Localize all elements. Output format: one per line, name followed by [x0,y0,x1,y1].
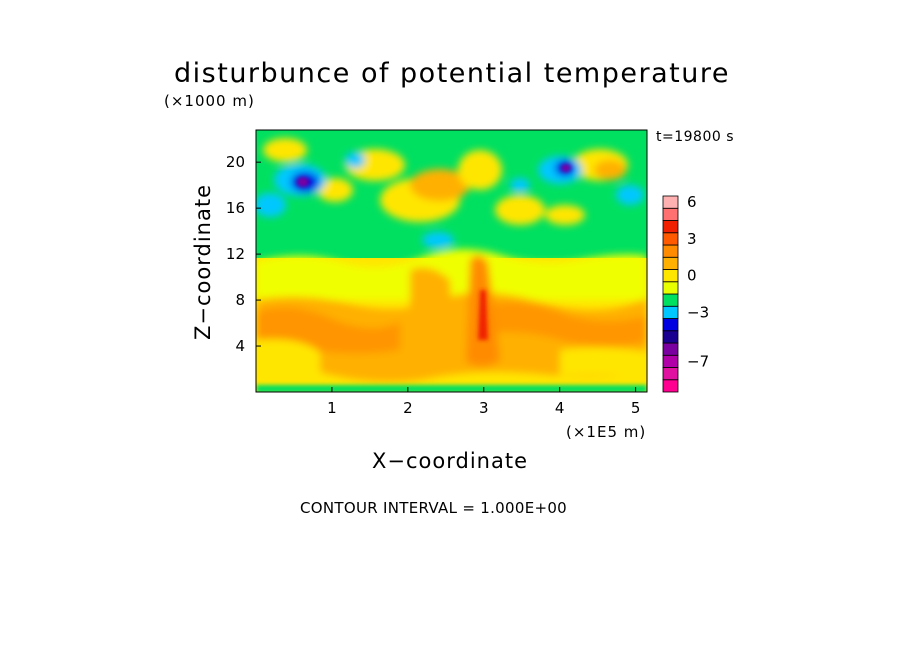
x-tick-label: 4 [555,399,565,417]
colorbar-segment [662,281,679,295]
colorbar-segment [662,318,679,332]
colorbar-segment [662,256,679,270]
colorbar-segment [662,207,679,221]
chart-title: disturbunce of potential temperature [174,58,730,89]
colorbar-label: −3 [687,303,709,321]
colorbar-segment [662,220,679,234]
colorbar-segment [662,342,679,356]
colorbar-segment [662,305,679,319]
y-tick-label: 8 [235,291,245,309]
contour-interval-label: CONTOUR INTERVAL = 1.000E+00 [300,499,568,517]
colorbar-segment [662,293,679,307]
z-axis-unit: (×1000 m) [164,92,255,110]
colorbar-label: −7 [687,352,709,370]
plot-frame [255,129,648,393]
x-tick-label: 2 [403,399,413,417]
colorbar-segment [662,195,679,209]
colorbar-segment [662,367,679,381]
time-label: t=19800 s [656,129,734,145]
y-tick-label: 12 [226,245,245,263]
x-tick-label: 1 [327,399,337,417]
y-tick-label: 16 [226,199,245,217]
colorbar-segment [662,330,679,344]
colorbar-segment [662,232,679,246]
temperature-field [256,130,647,392]
colorbar: 6 3 0 −3 −7 [662,193,709,393]
colorbar-label: 6 [687,193,697,211]
colorbar-label: 0 [687,267,697,285]
y-tick-label: 20 [226,153,245,171]
x-tick-label: 5 [631,399,641,417]
x-axis-unit: (×1E5 m) [566,423,647,441]
colorbar-segment [662,269,679,283]
colorbar-label: 3 [687,230,697,248]
colorbar-segment [662,354,679,368]
colorbar-segment [662,379,679,393]
colorbar-segment [662,244,679,258]
x-tick-label: 3 [479,399,489,417]
y-tick-label: 4 [235,337,245,355]
x-axis-label: X−coordinate [372,449,528,473]
